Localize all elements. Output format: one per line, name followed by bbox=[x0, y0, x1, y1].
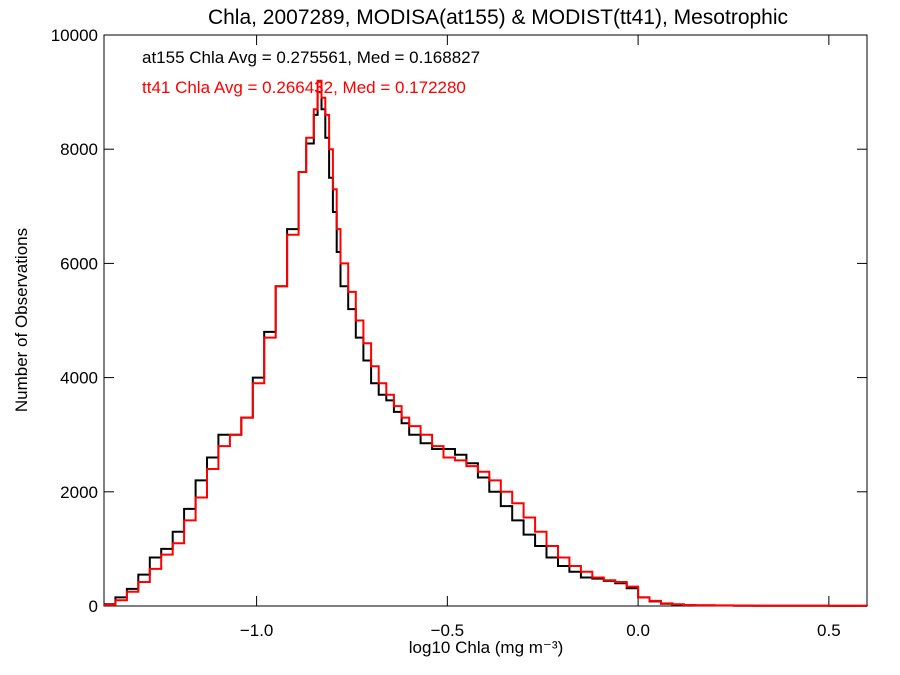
y-tick-label: 6000 bbox=[60, 254, 98, 273]
at155-histogram-line bbox=[104, 91, 867, 607]
x-tick-label: −1.0 bbox=[240, 621, 274, 640]
y-tick-label: 4000 bbox=[60, 369, 98, 388]
x-tick-label: 0.0 bbox=[626, 621, 650, 640]
x-tick-label: 0.5 bbox=[817, 621, 841, 640]
y-tick-label: 10000 bbox=[51, 26, 98, 45]
series-layer bbox=[104, 79, 868, 607]
y-tick-label: 8000 bbox=[60, 140, 98, 159]
chart-title: Chla, 2007289, MODISA(at155) & MODIST(tt… bbox=[208, 6, 788, 29]
x-axis: −1.0 −0.5 0.0 0.5 bbox=[240, 35, 841, 640]
at155-stats-annotation: at155 Chla Avg = 0.275561, Med = 0.16882… bbox=[142, 48, 480, 67]
x-axis-label: log10 Chla (mg m⁻³) bbox=[409, 638, 563, 657]
y-axis: 0 2000 4000 6000 8000 10000 bbox=[51, 26, 867, 616]
y-tick-label: 2000 bbox=[60, 483, 98, 502]
y-tick-label: 0 bbox=[89, 597, 98, 616]
tt41-histogram-line bbox=[104, 79, 868, 607]
y-axis-label: Number of Observations bbox=[12, 228, 31, 412]
tt41-stats-annotation: tt41 Chla Avg = 0.266432, Med = 0.172280 bbox=[142, 78, 466, 97]
x-tick-label: −0.5 bbox=[431, 621, 465, 640]
plot-area-frame bbox=[103, 34, 868, 607]
